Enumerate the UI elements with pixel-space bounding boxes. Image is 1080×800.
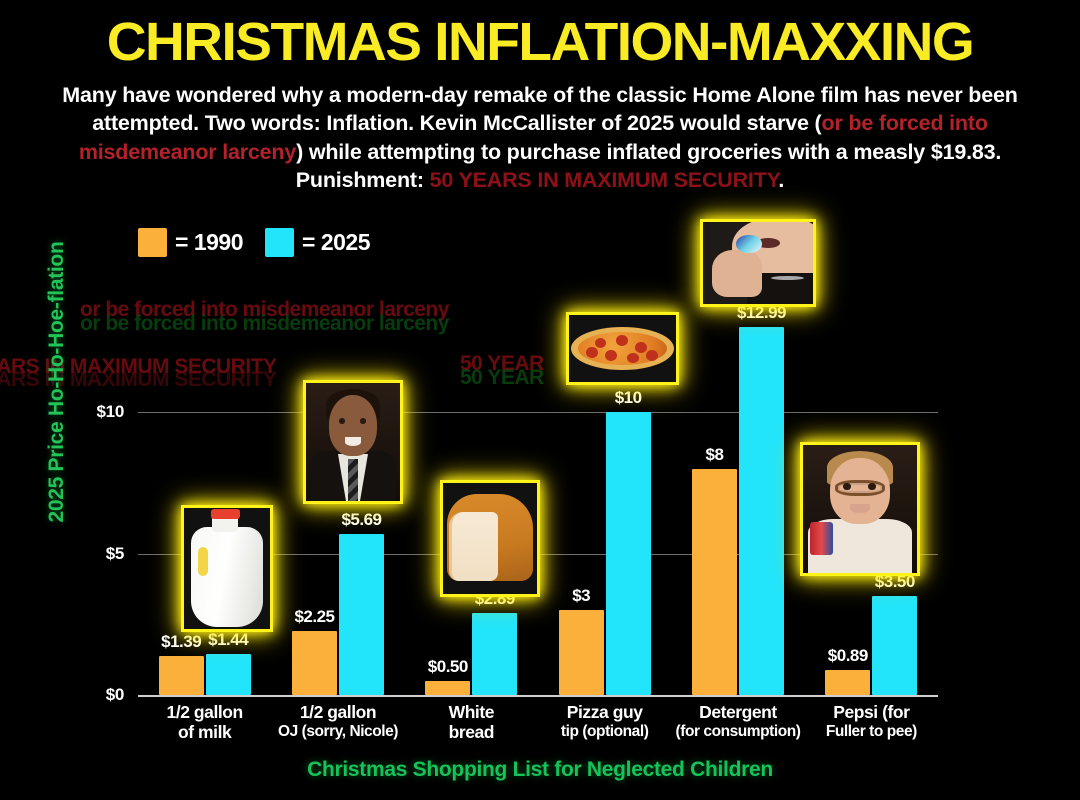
bar-2025-2[interactable] xyxy=(472,613,518,695)
subtitle-text-1: Many have wondered why a modern-day rema… xyxy=(62,82,1018,136)
header: CHRISTMAS INFLATION-MAXXING Many have wo… xyxy=(0,0,1080,195)
legend-swatch-2025 xyxy=(265,228,294,257)
x-axis-title: Christmas Shopping List for Neglected Ch… xyxy=(307,758,773,781)
bar-value-label-1990-1: $2.25 xyxy=(294,607,335,627)
y-tick-label-1: $5 xyxy=(105,543,125,563)
bar-2025-5[interactable] xyxy=(872,595,918,695)
bar-2025-0[interactable] xyxy=(205,654,251,695)
bar-value-label-2025-4: $12.99 xyxy=(737,303,787,323)
bar-value-label-2025-5: $3.50 xyxy=(874,571,916,591)
x-category-label-2: White bread xyxy=(393,702,549,742)
bar-1990-0[interactable] xyxy=(158,655,204,695)
bar-value-label-1990-5: $0.89 xyxy=(827,645,869,665)
bar-1990-4[interactable] xyxy=(692,468,737,695)
x-category-label-0-line2: of milk xyxy=(178,721,232,742)
gridline-0 xyxy=(138,695,938,697)
bar-value-label-1990-4: $8 xyxy=(705,444,724,464)
bar-1990-2[interactable] xyxy=(425,680,471,695)
bar-2025-3[interactable] xyxy=(605,412,651,695)
bar-value-label-1990-2: $0.50 xyxy=(427,656,469,676)
page-title: CHRISTMAS INFLATION-MAXXING xyxy=(106,12,975,72)
bar-1990-1[interactable] xyxy=(292,631,337,695)
x-category-label-0: 1/2 gallon of milk xyxy=(127,702,283,742)
x-category-label-5: Pepsi (for Fuller to pee) xyxy=(793,702,949,740)
x-category-label-4: Detergent (for consumption) xyxy=(660,702,816,740)
legend-label-2025: = 2025 xyxy=(302,229,371,255)
chart-legend: = 1990 = 2025 xyxy=(138,228,371,257)
x-category-label-2-line2: bread xyxy=(448,721,495,742)
white-bread-photo xyxy=(440,480,540,597)
subtitle-larceny-highlight: or be forced into misdemeanor larceny xyxy=(78,111,988,164)
x-category-label-5-line2: Fuller to pee) xyxy=(825,722,917,740)
bar-1990-5[interactable] xyxy=(825,669,871,695)
legend-label-1990: = 1990 xyxy=(175,229,244,255)
bars-layer: $1.39 $1.44 $2.25 $5.69 $0.50 $2.89 $3 $10 $8 $12… xyxy=(138,0,938,800)
fuller-photo xyxy=(800,442,920,576)
x-category-label-3-line1: Pizza guy xyxy=(566,702,643,722)
legend-item-1990[interactable]: = 1990 xyxy=(138,228,244,257)
bar-1990-3[interactable] xyxy=(558,610,604,695)
y-tick-label-2: $10 xyxy=(96,402,125,421)
x-category-label-0-line1: 1/2 gallon xyxy=(166,702,244,722)
legend-item-2025[interactable]: = 2025 xyxy=(265,228,371,257)
bar-value-label-1990-3: $3 xyxy=(572,586,591,606)
bar-value-label-2025-0: $1.44 xyxy=(208,630,249,650)
y-axis-title: 2025 Price Ho-Ho-Hoe-flation xyxy=(45,241,68,523)
bar-value-label-2025-3: $10 xyxy=(614,388,642,407)
pizza-photo xyxy=(566,312,679,385)
subtitle-text-2: ) while attempting to purchase inflated … xyxy=(295,139,1002,193)
bar-value-label-1990-0: $1.39 xyxy=(161,631,202,651)
x-category-label-5-line1: Pepsi (for xyxy=(833,702,910,722)
milk-jug-photo xyxy=(181,505,273,632)
bar-2025-4[interactable] xyxy=(739,327,784,695)
oj-simpson-photo xyxy=(303,380,403,504)
y-tick-label-0: $0 xyxy=(105,685,125,704)
x-category-label-1: 1/2 gallon OJ (sorry, Nicole) xyxy=(260,702,416,740)
x-category-label-3: Pizza guy tip (optional) xyxy=(527,702,683,740)
legend-swatch-1990 xyxy=(138,228,167,257)
x-category-label-1-line2: OJ (sorry, Nicole) xyxy=(278,722,398,740)
gridline-10 xyxy=(138,412,938,413)
x-category-label-2-line1: White xyxy=(448,702,495,722)
subtitle-punishment-highlight: 50 YEARS IN MAXIMUM SECURITY xyxy=(429,168,779,193)
x-category-label-4-line2: (for consumption) xyxy=(675,722,801,740)
header-subtitle: Many have wondered why a modern-day rema… xyxy=(0,81,1080,195)
bar-value-label-2025-1: $5.69 xyxy=(341,509,382,529)
x-category-label-3-line2: tip (optional) xyxy=(560,722,649,740)
tide-pod-eater-photo xyxy=(700,219,816,307)
subtitle-text-3: . xyxy=(778,168,785,193)
bar-2025-1[interactable] xyxy=(339,533,384,695)
x-category-label-1-line1: 1/2 gallon xyxy=(299,702,377,722)
x-category-label-4-line1: Detergent xyxy=(699,702,777,722)
